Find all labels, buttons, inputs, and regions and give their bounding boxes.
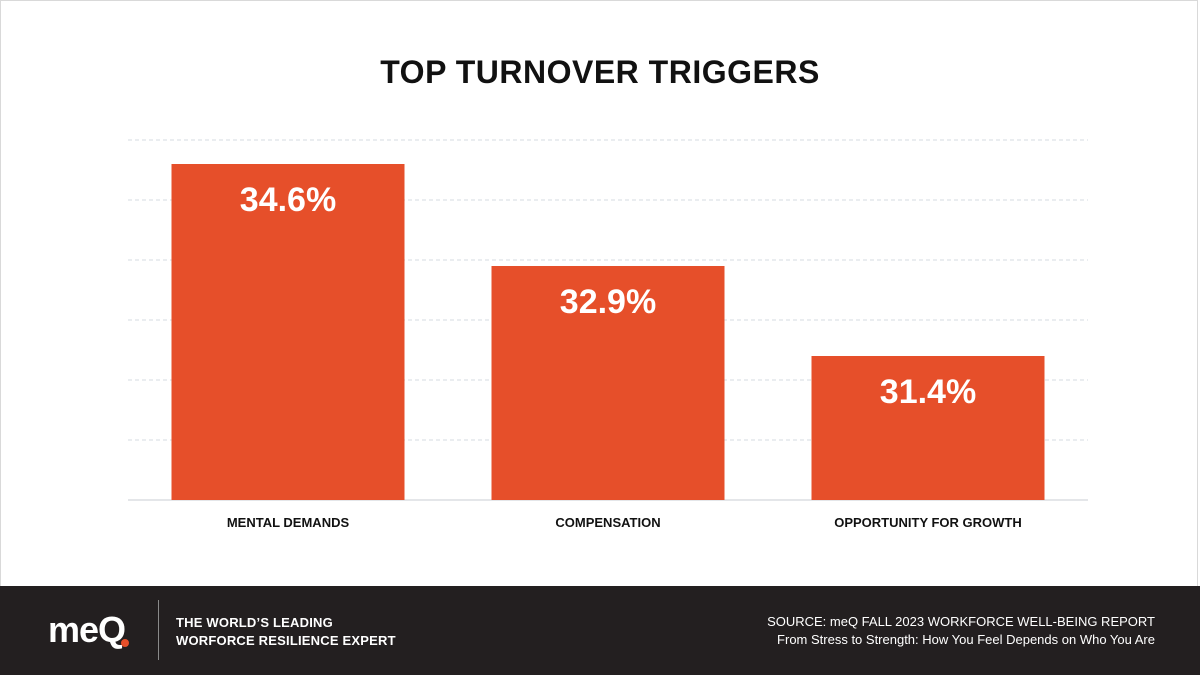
chart-title: TOP TURNOVER TRIGGERS [380, 54, 820, 90]
category-label: OPPORTUNITY FOR GROWTH [834, 515, 1022, 530]
source-line-2: From Stress to Strength: How You Feel De… [777, 632, 1155, 647]
source-line-1: SOURCE: meQ FALL 2023 WORKFORCE WELL-BEI… [767, 614, 1155, 629]
tagline-line-1: THE WORLD’S LEADING [176, 615, 333, 630]
logo-dot-icon [121, 639, 130, 647]
bar-mental-demands[interactable] [171, 164, 405, 500]
footer-divider [158, 600, 159, 660]
bar-value-label: 34.6% [240, 181, 336, 219]
bar-compensation[interactable] [491, 266, 725, 500]
category-label: MENTAL DEMANDS [227, 515, 350, 530]
logo-wordmark: meQ [48, 610, 130, 650]
category-label: COMPENSATION [555, 515, 660, 530]
meq-logo[interactable]: meQ [48, 610, 148, 650]
footer-bar: meQ THE WORLD’S LEADING WORFORCE RESILIE… [0, 586, 1200, 675]
bar-value-label: 32.9% [560, 283, 656, 321]
tagline: THE WORLD’S LEADING WORFORCE RESILIENCE … [176, 614, 396, 650]
tagline-line-2: WORFORCE RESILIENCE EXPERT [176, 633, 396, 648]
bar-value-label: 31.4% [880, 373, 976, 411]
bar-opportunity-for-growth[interactable] [811, 356, 1045, 500]
bar-chart: 34.6% MENTAL DEMANDS 32.9% COMPENSATION 31.4… [128, 139, 1088, 530]
source-citation: SOURCE: meQ FALL 2023 WORKFORCE WELL-BEI… [767, 613, 1155, 649]
